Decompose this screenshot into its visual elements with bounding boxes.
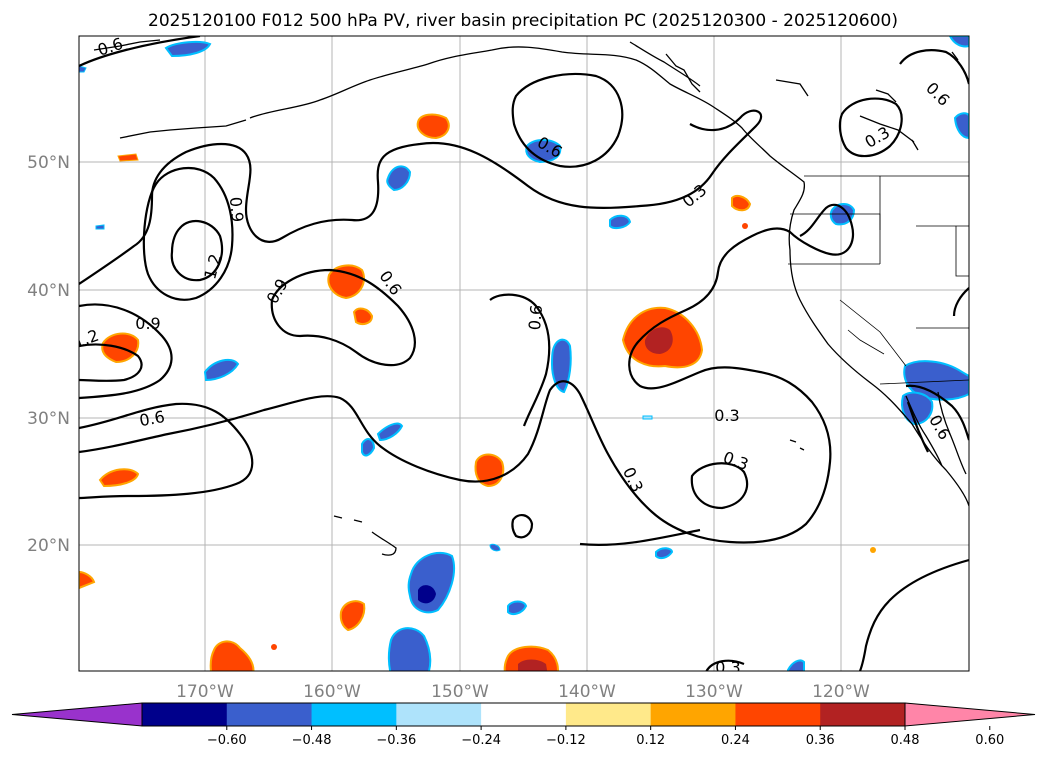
pv-contours: [79, 36, 969, 671]
colorbar-extension-max: [904, 702, 1036, 727]
precip-shading: [79, 36, 969, 671]
gridlines: [79, 36, 969, 671]
map-title: 2025120100 F012 500 hPa PV, river basin …: [148, 11, 898, 31]
colorbar-swatch: [650, 703, 736, 726]
coastlines: [93, 39, 969, 556]
lon-label: 130°W: [685, 682, 743, 702]
contour-label: 0.6: [138, 407, 166, 430]
colorbar-tick-label: −0.24: [461, 733, 501, 748]
colorbar-extension-min: [11, 702, 143, 727]
colorbar-tick-label: 0.48: [891, 733, 920, 748]
colorbar-tick-label: 0.24: [721, 733, 750, 748]
colorbar-tick-label: 0.36: [806, 733, 835, 748]
colorbar-tick-label: 0.60: [975, 733, 1004, 748]
lon-label: 150°W: [431, 682, 489, 702]
lon-label: 120°W: [812, 682, 870, 702]
lon-label: 160°W: [303, 682, 361, 702]
contour-label: 0.3: [715, 658, 740, 677]
colorbar-swatch: [820, 703, 906, 726]
positive-anomaly-patches: [79, 113, 876, 671]
colorbar-swatch: [735, 703, 821, 726]
colorbar-swatch: [142, 703, 228, 726]
colorbar-swatch: [481, 703, 567, 726]
latitude-labels: 50°N 40°N 30°N 20°N: [27, 153, 70, 556]
lon-label: 140°W: [558, 682, 616, 702]
colorbar-tick-label: −0.60: [207, 733, 247, 748]
colorbar-ticks: −0.60 −0.48 −0.36 −0.24 −0.12 0.12 0.24 …: [207, 733, 1004, 748]
contour-label: 0.6: [95, 34, 125, 60]
colorbar-tick-label: −0.48: [292, 733, 332, 748]
contour-label: 0.9: [226, 196, 247, 223]
longitude-labels: 170°W 160°W 150°W 140°W 130°W 120°W: [176, 682, 870, 702]
colorbar-tick-label: −0.12: [546, 733, 586, 748]
lat-label: 20°N: [27, 536, 70, 556]
colorbar-swatch: [311, 703, 397, 726]
state-borders: [788, 175, 969, 385]
colorbar-swatches: [11, 702, 1036, 730]
contour-label: 0.6: [525, 304, 546, 331]
colorbar-swatch: [396, 703, 482, 726]
colorbar: −0.60 −0.48 −0.36 −0.24 −0.12 0.12 0.24 …: [11, 702, 1036, 748]
contour-label: 0.3: [714, 406, 739, 425]
lat-label: 40°N: [27, 281, 70, 301]
colorbar-tick-label: 0.12: [636, 733, 665, 748]
colorbar-swatch: [565, 703, 652, 726]
map-panel: 0.6 0.6 0.3 0.9 1.2 0.9 0.6 0.9 1.2 0.6 …: [78, 34, 970, 677]
lat-label: 50°N: [27, 153, 70, 173]
lon-label: 170°W: [176, 682, 234, 702]
contour-label: 0.9: [135, 314, 160, 333]
colorbar-tick-label: −0.36: [376, 733, 416, 748]
lat-label: 30°N: [27, 409, 70, 429]
colorbar-frame: [141, 702, 906, 727]
negative-anomaly-patches: [79, 36, 969, 671]
colorbar-swatch: [226, 703, 313, 726]
